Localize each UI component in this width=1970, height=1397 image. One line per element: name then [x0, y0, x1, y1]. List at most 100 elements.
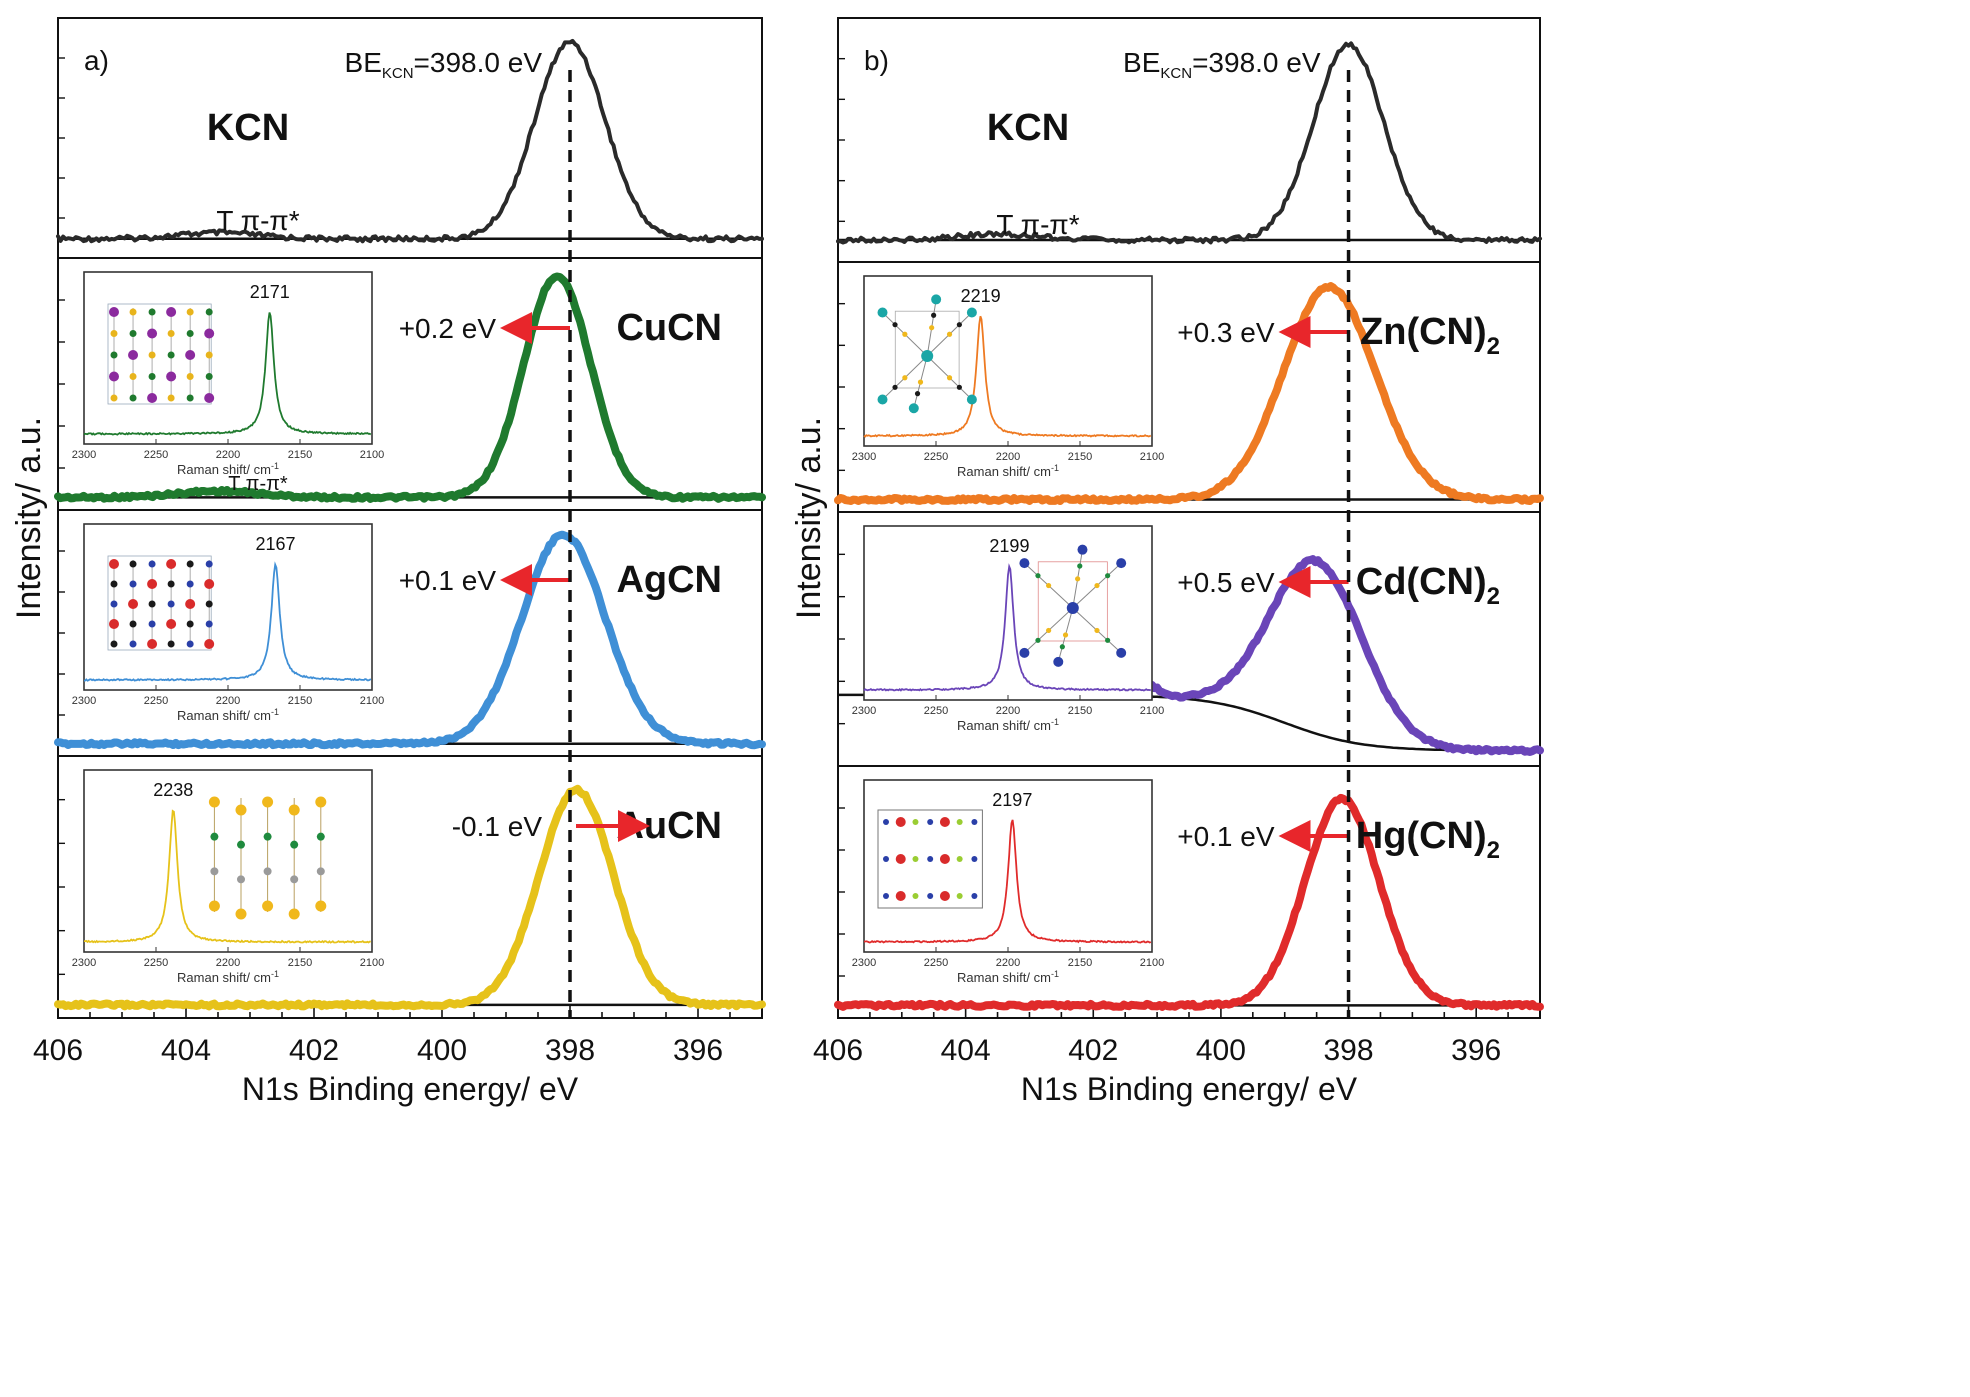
- inset-tick-label: 2200: [996, 451, 1020, 463]
- inset-xlabel-sup: -1: [271, 969, 279, 979]
- compound-name-main: CuCN: [616, 307, 722, 349]
- atom: [1019, 558, 1030, 569]
- atom: [205, 373, 213, 380]
- inset-tick-label: 2150: [288, 449, 312, 461]
- raman-inset: 2300 2250 2200 2150 2100 Raman shift/ cm-1 223…: [72, 769, 384, 985]
- atom: [1094, 582, 1100, 589]
- atom: [895, 854, 906, 864]
- atom: [912, 893, 919, 899]
- inset-tick-label: 2200: [996, 705, 1020, 717]
- atom: [109, 371, 119, 382]
- x-tick-label: 400: [1196, 1034, 1246, 1067]
- compound-name: AgCN: [616, 559, 722, 601]
- inset-xlabel-sup: -1: [1051, 969, 1059, 979]
- inset-tick-label: 2250: [144, 449, 168, 461]
- atom: [109, 307, 119, 317]
- inset-xlabel-main: Raman shift/ cm: [177, 970, 271, 985]
- atom: [262, 900, 274, 912]
- inset-tick-label: 2250: [924, 451, 948, 463]
- be-tail: =398.0 eV: [414, 47, 543, 78]
- x-tick-label: 396: [673, 1034, 723, 1067]
- atom: [956, 322, 962, 328]
- atom: [1105, 573, 1111, 579]
- atom: [971, 856, 978, 862]
- inset-xlabel-sup: -1: [1051, 463, 1059, 473]
- x-axis-label: N1s Binding energy/ eV: [242, 1071, 579, 1107]
- atom: [1116, 647, 1127, 658]
- atom: [902, 375, 908, 381]
- atom: [208, 900, 220, 912]
- inset-frame: [83, 271, 373, 445]
- atom: [186, 560, 194, 568]
- inset-spectrum: [83, 809, 371, 944]
- atom: [1046, 582, 1052, 589]
- atom: [129, 308, 137, 316]
- inset-tick-label: 2150: [1068, 957, 1092, 969]
- atom: [204, 328, 215, 339]
- atom: [147, 579, 158, 589]
- inset-tick-label: 2200: [216, 449, 240, 461]
- atom: [931, 312, 937, 318]
- x-tick-label: 400: [417, 1034, 467, 1067]
- compound-name-main: KCN: [987, 107, 1069, 149]
- atom: [109, 619, 119, 629]
- crystal-structure: [1019, 544, 1127, 667]
- inset-xlabel-sup: -1: [1051, 717, 1059, 727]
- be-main: BE: [345, 47, 382, 78]
- atom: [921, 350, 934, 362]
- inset-tick-label: 2300: [72, 957, 96, 969]
- inset-tick-label: 2300: [852, 957, 876, 969]
- atom: [205, 560, 213, 568]
- atom: [147, 393, 158, 403]
- atom: [129, 560, 137, 568]
- atom: [148, 620, 156, 628]
- atom: [1075, 576, 1081, 582]
- atom: [1019, 647, 1030, 658]
- atom: [1035, 637, 1041, 643]
- panel-label: b): [864, 45, 889, 76]
- x-tick-label: 404: [941, 1034, 991, 1067]
- atom: [1094, 627, 1100, 634]
- atom: [931, 294, 942, 305]
- atom: [971, 819, 978, 825]
- inset-tick-label: 2150: [1068, 705, 1092, 717]
- crystal-structure: [107, 555, 215, 651]
- atom: [148, 351, 156, 359]
- shift-label: -0.1 eV: [452, 811, 543, 842]
- atom: [1116, 558, 1127, 569]
- atom: [946, 331, 953, 337]
- spectrum-KCN: [56, 38, 764, 244]
- compound-name-main: KCN: [207, 107, 289, 149]
- atom: [129, 580, 137, 588]
- atom: [186, 308, 194, 316]
- inset-tick-label: 2150: [1068, 451, 1092, 463]
- shift-label: +0.2 eV: [399, 313, 497, 344]
- atom: [148, 600, 156, 608]
- atom: [185, 599, 196, 609]
- x-tick-label: 404: [161, 1034, 211, 1067]
- atom: [914, 391, 921, 397]
- atom: [315, 900, 327, 912]
- atom: [186, 330, 194, 337]
- x-tick-label: 406: [813, 1034, 863, 1067]
- inset-tick-label: 2100: [1140, 705, 1164, 717]
- compound-name: Zn(CN)2: [1360, 311, 1500, 360]
- crystal-structure: [107, 303, 215, 405]
- raman-inset: 2300 2250 2200 2150 2100 Raman shift/ cm-1 216…: [72, 523, 384, 723]
- atom: [1059, 644, 1065, 650]
- atom: [883, 856, 889, 862]
- compound-name-main: Zn(CN): [1360, 311, 1487, 353]
- atom: [110, 600, 118, 608]
- atom: [204, 579, 215, 589]
- shift-label: +0.5 eV: [1177, 567, 1275, 598]
- inset-xlabel-main: Raman shift/ cm: [957, 718, 1051, 733]
- raman-inset: 2300 2250 2200 2150 2100 Raman shift/ cm-1 219…: [852, 525, 1164, 733]
- atom: [129, 330, 137, 337]
- inset-tick-label: 2100: [1140, 957, 1164, 969]
- atom: [956, 893, 963, 899]
- compound-name: Cd(CN)2: [1356, 561, 1500, 610]
- atom: [892, 322, 898, 328]
- atom: [129, 394, 137, 402]
- atom: [167, 330, 175, 337]
